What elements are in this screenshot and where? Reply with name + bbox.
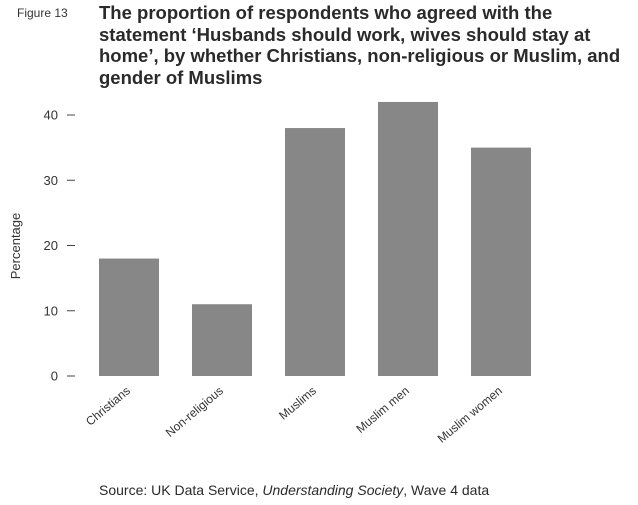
bar-muslim-women	[471, 147, 531, 376]
x-axis-labels: Christians Non-religious Muslims Muslim men…	[83, 384, 505, 446]
x-tick-label: Christians	[83, 384, 133, 429]
bar-muslim-men	[378, 101, 438, 376]
y-axis: 0 10 20 30 40	[44, 108, 75, 384]
x-tick-label: Muslim women	[435, 384, 505, 446]
y-tick-label: 40	[44, 108, 58, 123]
chart-title: The proportion of respondents who agreed…	[99, 2, 621, 88]
x-tick-label: Muslim men	[353, 384, 412, 436]
x-tick-label: Muslims	[276, 384, 319, 423]
y-axis-label: Percentage	[8, 213, 23, 280]
source-suffix: , Wave 4 data	[403, 482, 490, 498]
y-tick-label: 30	[44, 173, 58, 188]
figure-label: Figure 13	[17, 6, 68, 20]
x-tick-label: Non-religious	[163, 384, 226, 440]
bar-non-religious	[192, 304, 252, 376]
source-note: Source: UK Data Service, Understanding S…	[99, 482, 489, 498]
bars	[99, 101, 531, 376]
source-italic: Understanding Society	[262, 482, 404, 498]
bar-christians	[99, 258, 159, 376]
y-tick-label: 0	[51, 369, 58, 384]
bar-muslims	[285, 128, 345, 376]
y-tick-label: 10	[44, 303, 58, 318]
source-prefix: Source: UK Data Service,	[99, 482, 263, 498]
y-tick-label: 20	[44, 238, 58, 253]
